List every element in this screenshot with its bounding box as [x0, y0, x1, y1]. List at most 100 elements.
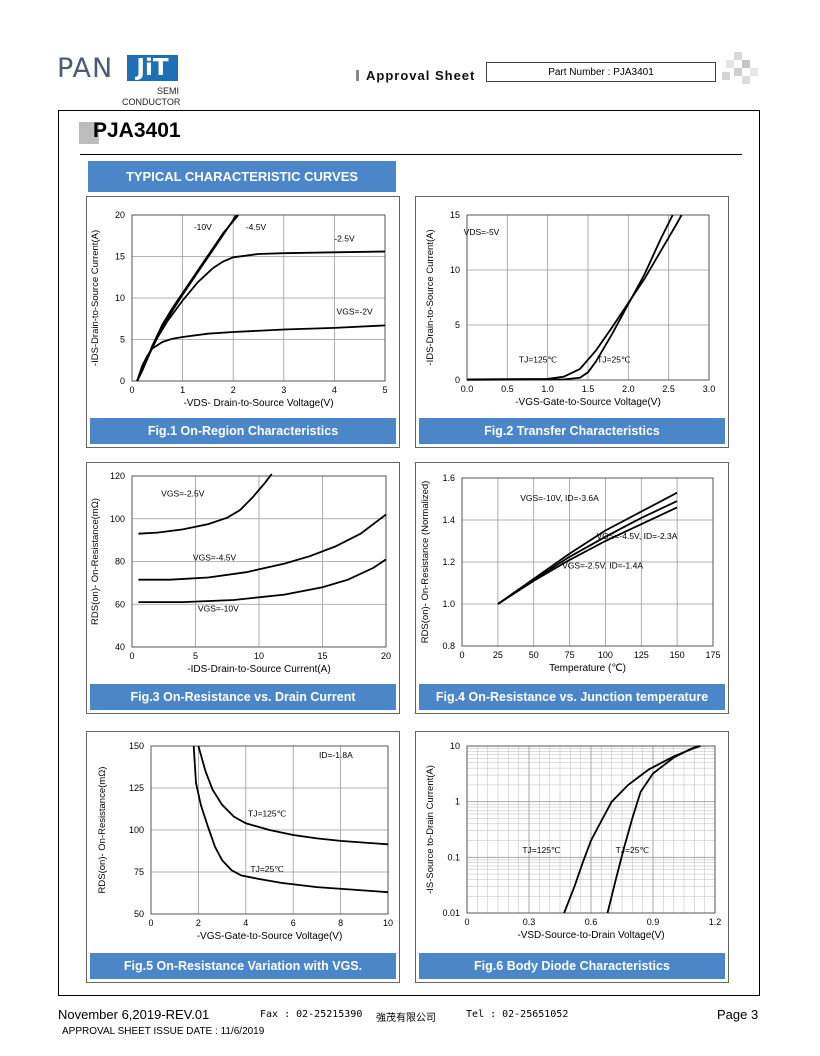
y-tick-label: 0.01: [442, 908, 460, 918]
logo-pan-text: PAN: [57, 53, 114, 84]
y-axis-label: -IS-Source to-Drain Current(A): [425, 765, 436, 894]
x-axis-label: -VGS-Gate-to-Source Voltage(V): [515, 397, 661, 408]
logo-sub-line2: CONDUCTOR: [122, 97, 181, 107]
x-tick-label: 0.5: [501, 384, 514, 394]
annotation-label: VGS=-2.5V: [161, 488, 205, 498]
chart-fig6: 0 0.3 0.6 0.9 1.2 0.01 0.1 1 10 TJ=125℃ TJ=25℃ -VSD…: [425, 741, 722, 941]
x-tick-label: 75: [565, 650, 575, 660]
y-tick-label: 5: [455, 320, 460, 330]
x-tick-label: 10: [383, 918, 393, 928]
y-tick-label: 20: [115, 210, 125, 220]
series-line: [606, 745, 699, 914]
y-tick-label: 100: [129, 825, 144, 835]
series-line: [138, 473, 273, 535]
x-axis-label: -VSD-Source-to-Drain Voltage(V): [517, 930, 664, 941]
y-axis-label: RDS(on)- On-Resistance(mΩ): [90, 498, 101, 625]
x-axis-label: -IDS-Drain-to-Source Current(A): [187, 664, 330, 675]
annotation-label: TJ=125℃: [522, 845, 561, 855]
footer-page-number: Page 3: [717, 1007, 759, 1022]
y-tick-label: 50: [134, 909, 144, 919]
x-tick-label: 0.3: [523, 917, 536, 927]
y-tick-label: 10: [450, 741, 460, 751]
series-line: [136, 250, 386, 382]
approval-marker: [356, 70, 359, 81]
x-tick-label: 1.2: [709, 917, 722, 927]
chart-fig3: 0 5 10 15 20 40 60 80 100 120 VGS=-2.5V VGS=-4.5V VG…: [90, 471, 391, 675]
x-tick-label: 0: [464, 917, 469, 927]
y-tick-label: 5: [120, 335, 125, 345]
annotation-label: VGS=-2V: [337, 307, 373, 317]
y-tick-label: 15: [450, 210, 460, 220]
part-number-box: Part Number : PJA3401: [486, 62, 716, 82]
series-line: [138, 558, 387, 603]
y-tick-label: 40: [115, 642, 125, 652]
x-tick-label: 2: [231, 385, 236, 395]
chart-caption: Fig.3 On-Resistance vs. Drain Current: [90, 684, 396, 710]
annotation-label: ID=-1.8A: [319, 750, 353, 760]
annotation-label: TJ=25℃: [616, 845, 650, 855]
y-tick-label: 120: [110, 471, 125, 481]
title-divider: [80, 154, 742, 155]
x-tick-label: 25: [493, 650, 503, 660]
y-tick-label: 80: [115, 557, 125, 567]
series-line: [197, 745, 389, 846]
annotation-label: -10V: [194, 222, 212, 232]
chart-panel-fig6: 0 0.3 0.6 0.9 1.2 0.01 0.1 1 10 TJ=125℃ TJ=25℃ -VSD…: [415, 731, 729, 983]
chart-panel-fig1: 0 1 2 3 4 5 0 5 10 15 20 -10V -4.5V -2.5V VGS=-2V -VDS-…: [86, 196, 400, 448]
x-tick-label: 3: [281, 385, 286, 395]
y-tick-label: 0.8: [442, 641, 455, 651]
annotation-label: VGS=-4.5V, ID=-2.3A: [596, 531, 677, 541]
plot-area: [131, 475, 387, 648]
chart-fig1: 0 1 2 3 4 5 0 5 10 15 20 -10V -4.5V -2.5V VGS=-2V -VDS-…: [90, 210, 388, 409]
y-tick-label: 0: [120, 376, 125, 386]
y-axis-label: -IDS-Drain-to-Source Current(A): [425, 229, 436, 365]
x-tick-label: 0: [148, 918, 153, 928]
x-tick-label: 0: [129, 651, 134, 661]
y-tick-label: 10: [115, 293, 125, 303]
y-axis-label: RDS(on)- On-Resistance(mΩ): [97, 767, 108, 894]
x-tick-label: 125: [634, 650, 649, 660]
logo-subtitle: SEMI CONDUCTOR: [122, 86, 181, 108]
approval-sheet-label: Approval Sheet: [366, 68, 476, 83]
logo-jit-badge: JiT: [127, 55, 178, 81]
page-frame: [58, 110, 760, 996]
chart-caption: Fig.1 On-Region Characteristics: [90, 418, 396, 444]
x-tick-label: 0.0: [461, 384, 474, 394]
annotation-label: TJ=25℃: [597, 354, 631, 364]
x-tick-label: 50: [529, 650, 539, 660]
y-tick-label: 1.2: [442, 557, 455, 567]
x-tick-label: 100: [598, 650, 613, 660]
annotation-label: -4.5V: [246, 222, 267, 232]
chart-fig4: 0 25 50 75 100 125 150 175 0.8 1.0 1.2 1.4 1.6 VGS=-1…: [420, 473, 721, 674]
x-tick-label: 5: [193, 651, 198, 661]
footer-issue-date: APPROVAL SHEET ISSUE DATE : 11/6/2019: [62, 1026, 265, 1037]
footer-fax: Fax : 02-25215390: [260, 1009, 363, 1020]
annotation-label: VGS=-10V, ID=-3.6A: [520, 493, 599, 503]
x-tick-label: 0: [129, 385, 134, 395]
x-tick-label: 4: [332, 385, 337, 395]
y-axis-label: -IDS-Drain-to-Source Current(A): [90, 230, 101, 366]
y-tick-label: 1.0: [442, 599, 455, 609]
annotation-label: TJ=25℃: [250, 864, 284, 874]
logo-sub-line1: SEMI: [156, 86, 179, 96]
y-tick-label: 1.4: [442, 515, 455, 525]
y-tick-label: 1: [455, 797, 460, 807]
plot-area: [461, 477, 714, 647]
footer-company: 強茂有限公司: [376, 1013, 436, 1024]
x-tick-label: 0.9: [647, 917, 660, 927]
x-tick-label: 3.0: [703, 384, 716, 394]
x-tick-label: 4: [243, 918, 248, 928]
chart-caption: Fig.2 Transfer Characteristics: [419, 418, 725, 444]
chart-panel-fig5: 0 2 4 6 8 10 50 75 100 125 150 ID=-1.8A TJ=125℃ TJ=25…: [86, 731, 400, 983]
annotation-label: VGS=-2.5V, ID=-1.4A: [562, 560, 643, 570]
x-tick-label: 10: [254, 651, 264, 661]
series-line: [136, 324, 386, 382]
series-line: [466, 214, 674, 381]
y-tick-label: 0: [455, 375, 460, 385]
y-tick-label: 1.6: [442, 473, 455, 483]
chart-caption: Fig.4 On-Resistance vs. Junction tempera…: [419, 684, 725, 710]
chart-panel-fig3: 0 5 10 15 20 40 60 80 100 120 VGS=-2.5V VGS=-4.5V VG…: [86, 462, 400, 714]
plot-area: [466, 745, 716, 914]
checker-logo-icon: [722, 52, 758, 84]
plot-area: [150, 745, 389, 915]
